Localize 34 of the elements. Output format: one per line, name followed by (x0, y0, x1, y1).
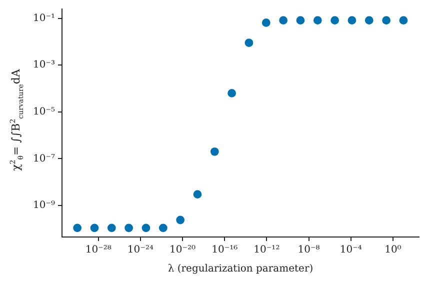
point (142, 224, 150, 232)
point (364, 16, 374, 25)
x-tick-label: 10⁻²⁴ (127, 244, 154, 256)
y-tick-label: 10⁻⁷ (32, 153, 56, 164)
y-tick-label: 10⁻³ (32, 60, 56, 71)
x-tick-label: 10⁻²⁸ (85, 244, 112, 256)
point (330, 16, 340, 25)
point (90, 224, 99, 232)
x-axis-title: λ (regularization parameter) (168, 264, 314, 275)
point (73, 224, 82, 232)
x-tick-label: 10⁻⁸ (298, 244, 320, 256)
point (262, 18, 270, 27)
point (244, 38, 254, 47)
point (210, 147, 219, 156)
point (382, 16, 391, 25)
point (228, 89, 236, 98)
point (107, 224, 116, 232)
point (296, 16, 305, 25)
x-tick-label: 10⁻¹² (254, 244, 280, 256)
x-tick-label: 10⁻¹⁶ (212, 244, 238, 256)
y-tick-label: 10⁻⁵ (32, 106, 56, 118)
point (193, 190, 202, 199)
point (176, 216, 185, 224)
x-tick-label: 10⁰ (384, 244, 402, 256)
x-tick-label: 10⁻⁴ (340, 244, 362, 256)
point (348, 16, 356, 25)
point (279, 16, 288, 25)
point (399, 16, 408, 25)
point (313, 16, 322, 25)
x-tick-label: 10⁻²⁰ (170, 244, 196, 256)
point (124, 224, 134, 232)
y-tick-label: 10⁻¹ (32, 12, 56, 24)
y-tick-label: 10⁻⁹ (32, 200, 56, 212)
point (158, 224, 168, 232)
